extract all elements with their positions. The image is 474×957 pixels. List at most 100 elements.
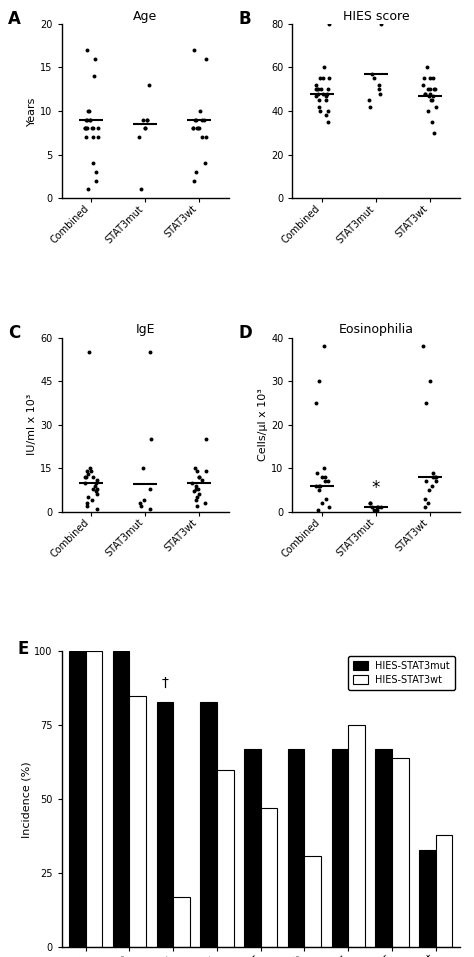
Point bbox=[324, 114, 332, 129]
Point bbox=[365, 93, 373, 108]
Point bbox=[139, 460, 146, 476]
Y-axis label: Cells/µl x 10³: Cells/µl x 10³ bbox=[258, 389, 268, 461]
Point bbox=[325, 16, 333, 32]
Title: IgE: IgE bbox=[136, 323, 155, 337]
Point bbox=[432, 99, 439, 114]
Point bbox=[366, 496, 374, 511]
Point bbox=[428, 478, 436, 494]
Point bbox=[146, 345, 154, 360]
Point bbox=[421, 500, 429, 515]
Point bbox=[315, 478, 322, 494]
Text: D: D bbox=[239, 323, 253, 342]
Point bbox=[321, 469, 328, 484]
Bar bbox=[332, 749, 348, 947]
Point bbox=[89, 121, 97, 136]
Point bbox=[92, 173, 100, 189]
Point bbox=[323, 88, 330, 103]
Point bbox=[370, 502, 377, 518]
Point bbox=[191, 112, 199, 127]
Point bbox=[323, 86, 330, 101]
Point bbox=[425, 482, 432, 498]
Point bbox=[92, 165, 100, 180]
Point bbox=[325, 71, 333, 86]
Point bbox=[190, 42, 198, 57]
Point bbox=[192, 481, 200, 497]
Bar bbox=[113, 652, 129, 947]
Bar bbox=[217, 769, 234, 947]
Point bbox=[426, 86, 434, 101]
Point bbox=[81, 475, 89, 490]
Text: E: E bbox=[18, 639, 29, 657]
Text: †: † bbox=[162, 676, 168, 690]
Point bbox=[322, 108, 330, 123]
Point bbox=[432, 469, 439, 484]
Point bbox=[432, 469, 440, 484]
Point bbox=[320, 460, 328, 476]
Point bbox=[88, 463, 95, 478]
Point bbox=[81, 121, 88, 136]
Bar bbox=[129, 696, 146, 947]
Bar bbox=[304, 856, 321, 947]
Point bbox=[375, 81, 383, 97]
Point bbox=[198, 129, 205, 145]
Point bbox=[320, 339, 328, 354]
Point bbox=[198, 472, 206, 487]
Bar bbox=[261, 809, 277, 947]
Point bbox=[195, 121, 202, 136]
Point bbox=[312, 395, 319, 411]
Y-axis label: Incidence (%): Incidence (%) bbox=[21, 761, 31, 837]
Point bbox=[91, 69, 98, 84]
Point bbox=[376, 86, 384, 101]
Point bbox=[315, 373, 323, 389]
Point bbox=[84, 466, 92, 481]
Point bbox=[196, 469, 203, 484]
Bar bbox=[348, 725, 365, 947]
Point bbox=[82, 121, 89, 136]
Point bbox=[431, 81, 439, 97]
Point bbox=[424, 81, 431, 97]
Text: A: A bbox=[8, 10, 21, 28]
Point bbox=[90, 469, 97, 484]
Point bbox=[325, 500, 333, 515]
Point bbox=[87, 112, 94, 127]
Point bbox=[93, 472, 101, 487]
Point bbox=[93, 501, 101, 517]
Title: Age: Age bbox=[133, 10, 157, 23]
Bar bbox=[288, 749, 304, 947]
Point bbox=[82, 112, 90, 127]
Point bbox=[202, 129, 210, 145]
Point bbox=[193, 121, 201, 136]
Point bbox=[83, 112, 91, 127]
Point bbox=[374, 500, 381, 515]
Point bbox=[86, 112, 93, 127]
Point bbox=[92, 484, 100, 500]
Point bbox=[317, 81, 324, 97]
Point bbox=[321, 474, 329, 489]
Point bbox=[430, 125, 438, 141]
Bar bbox=[156, 701, 173, 947]
Point bbox=[194, 481, 202, 497]
Point bbox=[146, 501, 154, 517]
Point bbox=[312, 81, 320, 97]
Point bbox=[136, 496, 144, 511]
Point bbox=[430, 81, 438, 97]
Bar bbox=[436, 835, 452, 947]
Point bbox=[94, 121, 101, 136]
Point bbox=[193, 165, 201, 180]
Point bbox=[377, 500, 384, 515]
Point bbox=[202, 51, 210, 66]
Point bbox=[85, 345, 92, 360]
Point bbox=[432, 474, 440, 489]
Point bbox=[84, 490, 91, 505]
Point bbox=[316, 71, 324, 86]
Point bbox=[316, 103, 324, 119]
Point bbox=[420, 71, 428, 86]
Point bbox=[424, 59, 431, 75]
Point bbox=[313, 81, 321, 97]
Point bbox=[201, 156, 209, 171]
Point bbox=[91, 51, 98, 66]
Point bbox=[429, 465, 437, 480]
Point bbox=[325, 103, 332, 119]
Point bbox=[366, 99, 374, 114]
Point bbox=[427, 93, 435, 108]
